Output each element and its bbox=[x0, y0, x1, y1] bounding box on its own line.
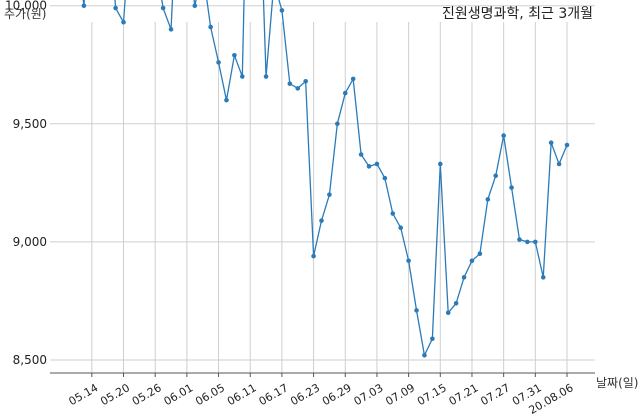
data-point bbox=[548, 140, 554, 145]
x-tick-label: 07.03 bbox=[352, 381, 386, 408]
data-point bbox=[319, 218, 324, 223]
data-point bbox=[525, 239, 530, 245]
data-point bbox=[279, 8, 285, 13]
data-point bbox=[160, 5, 166, 11]
x-tick-label: 06.05 bbox=[193, 381, 227, 408]
data-point bbox=[358, 152, 364, 157]
data-point bbox=[287, 81, 293, 86]
data-point bbox=[335, 121, 340, 127]
x-tick-label: 06.17 bbox=[257, 381, 291, 408]
data-point bbox=[477, 251, 483, 257]
y-tick-label: 10,000 bbox=[5, 0, 47, 13]
x-tick-label: 07.09 bbox=[383, 381, 417, 408]
x-tick-label: 07.27 bbox=[478, 381, 512, 408]
y-tick-label: 9,000 bbox=[13, 235, 47, 249]
data-point bbox=[445, 310, 451, 316]
x-tick-label: 06.11 bbox=[225, 381, 259, 408]
data-point bbox=[430, 336, 435, 342]
data-point bbox=[208, 24, 213, 30]
chart-title: 진원생명과학, 최근 3개월 bbox=[442, 6, 593, 22]
data-point bbox=[382, 175, 388, 181]
y-axis-label: 주가(원) bbox=[4, 7, 46, 21]
data-point bbox=[263, 74, 269, 79]
data-point bbox=[485, 197, 491, 202]
data-point bbox=[469, 258, 475, 264]
x-tick-label: 05.14 bbox=[67, 381, 101, 408]
x-tick-label: 06.01 bbox=[162, 381, 196, 408]
data-point bbox=[422, 352, 427, 358]
data-point bbox=[564, 142, 570, 148]
x-tick-label: 06.23 bbox=[288, 381, 322, 408]
data-point bbox=[414, 308, 419, 313]
x-tick-labels: 05.1405.2005.2606.0106.0506.1106.1706.23… bbox=[67, 381, 576, 417]
gridlines bbox=[50, 5, 595, 377]
series-price bbox=[82, 0, 568, 358]
data-point bbox=[224, 97, 229, 103]
data-point bbox=[168, 27, 174, 32]
data-point bbox=[240, 74, 245, 79]
x-tick-label: 05.20 bbox=[98, 381, 132, 408]
data-point bbox=[327, 192, 332, 197]
data-point bbox=[232, 53, 237, 58]
x-tick-label: 07.15 bbox=[415, 381, 449, 408]
data-point bbox=[342, 90, 348, 96]
data-point bbox=[556, 161, 562, 167]
data-point bbox=[406, 258, 411, 264]
data-point bbox=[509, 185, 514, 190]
data-point bbox=[374, 161, 380, 167]
data-point bbox=[533, 239, 538, 245]
data-point bbox=[437, 161, 443, 167]
data-point bbox=[192, 3, 198, 9]
y-tick-label: 8,500 bbox=[13, 353, 47, 367]
data-points bbox=[81, 3, 570, 358]
x-tick-label: 05.26 bbox=[130, 381, 164, 408]
data-point bbox=[461, 275, 467, 280]
data-point bbox=[81, 3, 87, 9]
x-tick-label: 06.29 bbox=[320, 381, 354, 408]
data-point bbox=[540, 275, 546, 280]
data-point bbox=[303, 78, 308, 84]
data-point bbox=[366, 164, 372, 169]
data-point bbox=[501, 133, 506, 138]
data-point bbox=[493, 173, 499, 179]
data-point bbox=[390, 211, 396, 216]
x-tick-label: 07.21 bbox=[447, 381, 481, 408]
data-point bbox=[398, 225, 403, 231]
y-tick-label: 9,500 bbox=[13, 117, 47, 131]
data-point bbox=[453, 301, 459, 306]
data-point bbox=[311, 253, 316, 259]
data-point bbox=[216, 60, 221, 65]
data-point bbox=[121, 19, 126, 25]
x-axis-label: 날짜(일) bbox=[596, 376, 638, 390]
data-point bbox=[295, 86, 301, 91]
data-point bbox=[350, 76, 356, 82]
data-point bbox=[517, 237, 522, 242]
data-point bbox=[113, 5, 118, 11]
price-line bbox=[82, 0, 568, 358]
